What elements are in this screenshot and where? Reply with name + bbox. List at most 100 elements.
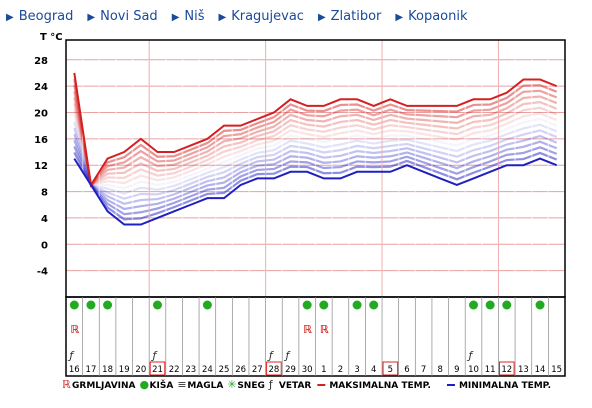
rain-icon [302,300,312,310]
y-tick-label: 12 [34,161,48,172]
day-label: 10 [468,365,479,375]
day-label: 4 [371,365,376,375]
day-label: 20 [135,365,146,375]
arrow-icon: ▶ [218,12,227,23]
y-tick-label: 4 [41,214,48,225]
day-label: 17 [86,365,97,375]
city-name[interactable]: Zlatibor [330,9,382,24]
rain-icon [369,300,379,310]
legend-label: VETAR [279,381,312,391]
legend-icon: ✳ [227,378,236,391]
legend-label: MINIMALNA TEMP. [459,381,551,391]
y-tick-label: 24 [34,82,48,93]
wind-icon: ƒ [467,349,475,362]
city-link[interactable]: ▶ Zlatibor [318,9,381,24]
day-label: 1 [321,365,326,375]
legend-icon: ℝ [62,378,71,391]
day-label: 2 [338,365,343,375]
rain-icon [86,300,96,310]
y-tick-label: 8 [41,188,48,199]
y-tick-label: 28 [34,56,48,67]
rain-icon [352,300,362,310]
day-label: 14 [535,365,546,375]
city-name[interactable]: Kragujevac [231,9,304,24]
y-tick-label: -4 [37,267,48,278]
day-label: 6 [404,365,409,375]
day-label: 24 [202,365,213,375]
day-label: 13 [518,365,529,375]
day-label: 5 [388,365,393,375]
wind-icon: ƒ [284,349,292,362]
legend-label: MAKSIMALNA TEMP. [329,381,431,391]
day-label: 22 [169,365,180,375]
day-label: 16 [69,365,80,375]
rain-icon [319,300,329,310]
day-label: 26 [235,365,246,375]
arrow-icon: ▶ [6,12,14,23]
week-box [149,361,166,376]
arrow-icon: ▶ [87,12,96,23]
day-label: 21 [152,365,163,375]
city-link[interactable]: ▶ Niš [172,9,205,24]
rain-icon [103,300,113,310]
thunder-icon: ℝ [70,323,79,336]
day-label: 25 [219,365,230,375]
thunder-icon: ℝ [320,323,329,336]
day-label: 27 [252,365,263,375]
legend-icon: ƒ [268,378,274,391]
legend-label: KIŠA [150,379,174,391]
temp-line [73,157,558,226]
day-label: 18 [102,365,113,375]
day-label: 8 [438,365,443,375]
week-box [498,361,515,376]
y-axis-label: T °C [40,32,63,43]
city-name[interactable]: Novi Sad [100,9,158,24]
day-label: 30 [302,365,313,375]
rain-icon [202,300,212,310]
day-label: 3 [354,365,359,375]
thunder-icon: ℝ [303,323,312,336]
rain-icon [535,300,545,310]
temp-line [73,72,558,188]
wind-icon: ƒ [267,349,275,362]
y-tick-label: 20 [34,108,48,119]
day-label: 9 [454,365,459,375]
legend-label: SNEG [237,381,265,391]
rain-icon [69,300,79,310]
day-label: 23 [185,365,196,375]
city-name[interactable]: Kopaonik [408,9,468,24]
wind-icon: ƒ [150,349,158,362]
day-label: 7 [421,365,426,375]
arrow-icon: ▶ [317,12,326,23]
city-link[interactable]: ▶ Novi Sad [87,9,157,24]
day-label: 28 [269,365,280,375]
arrow-icon: ▶ [171,12,180,23]
arrow-icon: ▶ [395,12,404,23]
day-label: 12 [501,365,512,375]
legend-icon: ≡ [177,378,186,391]
day-label: 11 [485,365,496,375]
city-link[interactable]: ▶ Kragujevac [219,9,304,24]
city-name[interactable]: Beograd [18,9,74,24]
city-nav: ▶ Beograd ▶ Novi Sad ▶ Niš ▶ Kragujevac ▶ Zlatibo… [6,9,482,24]
week-box [266,361,282,376]
legend-label: GRMLJAVINA [72,381,136,391]
day-label: 19 [119,365,130,375]
city-link[interactable]: ▶ Kopaonik [395,9,467,24]
legend-label: MAGLA [187,381,223,391]
city-link[interactable]: ▶ Beograd [6,9,73,24]
wind-icon: ƒ [67,349,75,362]
day-label: 29 [285,365,296,375]
rain-icon [152,300,162,310]
city-name[interactable]: Niš [184,9,205,24]
week-box [382,361,399,376]
y-tick-label: 0 [41,240,48,251]
day-label: 15 [551,365,562,375]
y-tick-label: 16 [34,135,48,146]
rain-icon [485,300,495,310]
rain-icon [469,300,479,310]
rain-icon [502,300,512,310]
legend-icon: ● [140,378,150,391]
